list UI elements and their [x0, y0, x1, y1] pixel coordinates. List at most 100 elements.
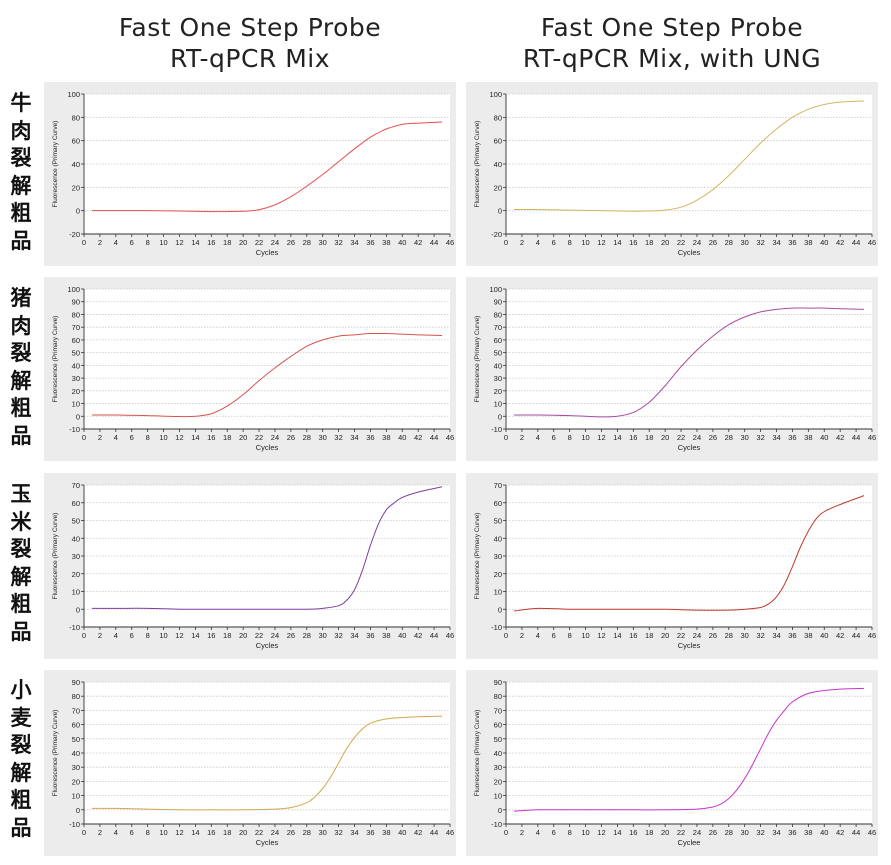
x-tick-label: 20	[239, 238, 247, 247]
qpcr-chart-panel: -10 0 10 20 30 40 50 60 70 80 90 0 2 4 6 8 10 12 14 16 18 20 2…	[466, 670, 878, 856]
row-label-char: 裂	[10, 537, 32, 561]
x-tick-label: 36	[788, 631, 796, 640]
y-axis-label: Fluorescence (Primary Curve)	[52, 121, 59, 208]
x-tick-label: 6	[552, 828, 556, 837]
x-tick-label: 2	[98, 828, 102, 837]
y-tick-label: -10	[69, 425, 80, 434]
y-tick-label: 80	[494, 310, 502, 319]
row-label-char: 裂	[10, 733, 32, 757]
x-tick-label: 18	[223, 828, 231, 837]
y-axis-label: Fluorescence (Primary Curve)	[52, 316, 59, 403]
y-tick-label: 30	[494, 374, 502, 383]
x-tick-label: 42	[836, 828, 844, 837]
x-tick-label: 46	[868, 828, 876, 837]
row-label-char: 解	[10, 368, 32, 393]
y-tick-label: 40	[72, 361, 80, 370]
row-label-char: 米	[10, 509, 32, 534]
x-tick-label: 34	[350, 238, 358, 247]
x-tick-label: 34	[350, 631, 358, 640]
y-tick-label: 70	[494, 706, 502, 715]
x-tick-label: 30	[319, 828, 327, 837]
x-tick-label: 44	[430, 433, 438, 442]
y-tick-label: 70	[494, 481, 502, 490]
column-title-left: Fast One Step Probe RT-qPCR Mix	[44, 12, 456, 74]
x-tick-label: 28	[303, 631, 311, 640]
y-tick-label: 80	[72, 310, 80, 319]
y-tick-label: 0	[498, 207, 502, 216]
qpcr-chart-panel: -20 0 20 40 60 80 100 0 2 4 6 8 10 12 14 16 18 20 22 24 26 28…	[44, 82, 456, 266]
x-tick-label: 42	[414, 238, 422, 247]
x-tick-label: 40	[398, 433, 406, 442]
x-tick-label: 24	[271, 433, 279, 442]
x-tick-label: 30	[741, 433, 749, 442]
x-tick-label: 44	[852, 433, 860, 442]
x-tick-label: 16	[629, 433, 637, 442]
row-label-char: 品	[10, 815, 32, 840]
x-tick-label: 18	[645, 238, 653, 247]
x-tick-label: 26	[287, 433, 295, 442]
y-tick-label: 70	[72, 706, 80, 715]
x-tick-label: 12	[597, 631, 605, 640]
x-tick-label: 32	[756, 238, 764, 247]
x-tick-label: 4	[114, 631, 118, 640]
x-tick-label: 0	[82, 828, 86, 837]
y-tick-label: 30	[72, 763, 80, 772]
x-tick-label: 32	[334, 631, 342, 640]
x-tick-label: 2	[520, 828, 524, 837]
x-tick-label: 42	[836, 433, 844, 442]
x-tick-label: 34	[772, 828, 780, 837]
y-tick-label: 40	[494, 749, 502, 758]
y-tick-label: 40	[494, 534, 502, 543]
x-tick-label: 4	[536, 433, 540, 442]
x-tick-label: 0	[504, 828, 508, 837]
row-label-pork: 猪 肉 裂 解 粗 品	[4, 285, 38, 450]
x-tick-label: 44	[852, 828, 860, 837]
y-tick-label: 70	[72, 481, 80, 490]
y-tick-label: 60	[494, 721, 502, 730]
x-tick-label: 10	[159, 433, 167, 442]
x-tick-label: 46	[446, 631, 454, 640]
y-tick-label: -10	[491, 425, 502, 434]
x-tick-label: 22	[677, 238, 685, 247]
y-axis-label: Fluorescence (Primary Curve)	[474, 513, 481, 600]
row-label-beef: 牛 肉 裂 解 粗 品	[4, 90, 38, 255]
y-tick-label: -10	[69, 623, 80, 632]
row-label-char: 裂	[10, 341, 32, 365]
y-tick-label: 20	[494, 387, 502, 396]
amplification-curve	[513, 687, 865, 812]
y-tick-label: 100	[489, 90, 502, 99]
x-tick-label: 22	[255, 238, 263, 247]
x-tick-label: 14	[613, 433, 621, 442]
x-axis-label: Cycles	[256, 248, 279, 257]
x-tick-label: 42	[836, 631, 844, 640]
y-tick-label: 10	[494, 588, 502, 597]
y-tick-label: 0	[76, 207, 80, 216]
y-tick-label: 90	[72, 678, 80, 687]
y-tick-label: 20	[494, 183, 502, 192]
row-label-char: 牛	[10, 91, 32, 115]
x-tick-label: 42	[414, 828, 422, 837]
x-tick-label: 14	[613, 238, 621, 247]
x-tick-label: 10	[159, 238, 167, 247]
x-tick-label: 32	[334, 828, 342, 837]
y-tick-label: 10	[494, 400, 502, 409]
x-tick-label: 40	[398, 631, 406, 640]
qpcr-chart-panel: -10 0 10 20 30 40 50 60 70 80 90 0 2 4 6 8 10 12 14 16 18 20 2…	[44, 670, 456, 856]
y-tick-label: 60	[72, 137, 80, 146]
qpcr-chart-panel: -20 0 20 40 60 80 100 0 2 4 6 8 10 12 14 16 18 20 22 24 26 28…	[466, 82, 878, 266]
y-axis-label: Fluorescence (Primary Curve)	[474, 121, 481, 208]
qpcr-chart-panel: -10 0 10 20 30 40 50 60 70 0 2 4 6 8 10 12 14 16 18 20 22 24 2…	[466, 473, 878, 659]
x-tick-label: 2	[98, 433, 102, 442]
x-tick-label: 4	[536, 631, 540, 640]
x-tick-label: 38	[382, 631, 390, 640]
x-tick-label: 36	[788, 828, 796, 837]
x-tick-label: 42	[836, 238, 844, 247]
y-tick-label: 30	[72, 374, 80, 383]
row-label-char: 粗	[10, 788, 32, 812]
x-tick-label: 0	[82, 631, 86, 640]
column-title-line2: RT-qPCR Mix, with UNG	[522, 44, 822, 73]
x-tick-label: 16	[207, 828, 215, 837]
x-tick-label: 22	[255, 631, 263, 640]
